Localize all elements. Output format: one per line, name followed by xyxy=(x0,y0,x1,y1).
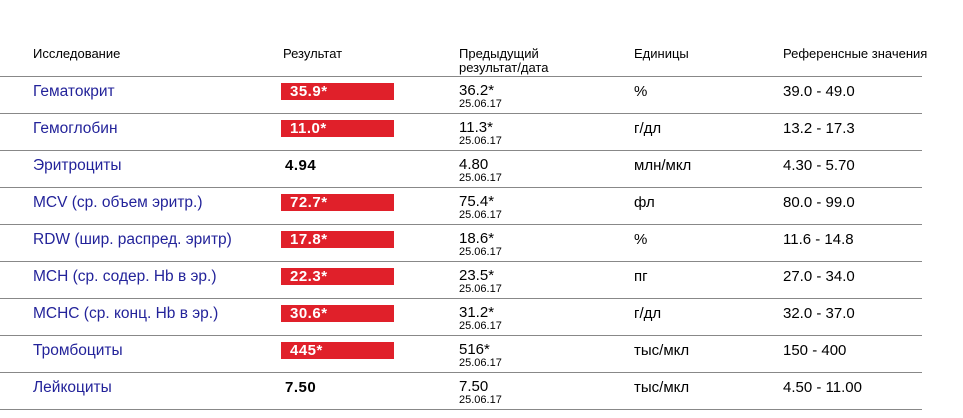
row-divider xyxy=(0,224,922,225)
previous-value: 516* xyxy=(459,341,490,358)
result-value: 4.94 xyxy=(285,157,317,174)
row-divider xyxy=(0,409,922,410)
previous-date: 25.06.17 xyxy=(459,209,502,221)
result-value: 72.7* xyxy=(281,194,394,211)
row-divider xyxy=(0,335,922,336)
reference-range: 11.6 - 14.8 xyxy=(783,231,854,248)
reference-range: 4.50 - 11.00 xyxy=(783,379,862,396)
previous-value: 18.6* xyxy=(459,230,495,247)
header-cell: Исследование xyxy=(33,46,121,61)
previous-value: 7.50 xyxy=(459,378,489,395)
reference-range: 39.0 - 49.0 xyxy=(783,83,855,100)
reference-range: 13.2 - 17.3 xyxy=(783,120,855,137)
row-divider xyxy=(0,113,922,114)
result-value: 11.0* xyxy=(281,120,394,137)
previous-date: 25.06.17 xyxy=(459,320,502,332)
header-cell: Единицы xyxy=(634,46,689,61)
previous-value: 36.2* xyxy=(459,82,495,99)
test-name: MCHC (ср. конц. Hb в эр.) xyxy=(33,305,219,322)
previous-date: 25.06.17 xyxy=(459,135,502,147)
reference-range: 4.30 - 5.70 xyxy=(783,157,855,174)
units: фл xyxy=(634,194,655,211)
row-divider xyxy=(0,76,922,77)
test-name: MCV (ср. объем эритр.) xyxy=(33,194,203,211)
row-divider xyxy=(0,372,922,373)
row-divider xyxy=(0,150,922,151)
units: млн/мкл xyxy=(634,157,692,174)
units: г/дл xyxy=(634,120,662,137)
previous-date: 25.06.17 xyxy=(459,98,502,110)
result-value: 7.50 xyxy=(285,379,317,396)
previous-date: 25.06.17 xyxy=(459,172,502,184)
test-name: Эритроциты xyxy=(33,157,122,174)
previous-date: 25.06.17 xyxy=(459,394,502,406)
test-name: MCH (ср. содер. Hb в эр.) xyxy=(33,268,217,285)
test-name: Лейкоциты xyxy=(33,379,112,396)
row-divider xyxy=(0,187,922,188)
header-cell: Результат xyxy=(283,46,343,61)
reference-range: 80.0 - 99.0 xyxy=(783,194,855,211)
units: г/дл xyxy=(634,305,662,322)
result-value: 17.8* xyxy=(281,231,394,248)
row-divider xyxy=(0,261,922,262)
test-name: RDW (шир. распред. эритр) xyxy=(33,231,232,248)
units: пг xyxy=(634,268,648,285)
result-value: 445* xyxy=(281,342,394,359)
result-value: 30.6* xyxy=(281,305,394,322)
test-name: Гематокрит xyxy=(33,83,115,100)
header-cell: Предыдущий результат/дата xyxy=(459,46,549,75)
row-divider xyxy=(0,298,922,299)
reference-range: 32.0 - 37.0 xyxy=(783,305,855,322)
previous-value: 23.5* xyxy=(459,267,495,284)
result-value: 35.9* xyxy=(281,83,394,100)
units: % xyxy=(634,231,648,248)
previous-value: 4.80 xyxy=(459,156,489,173)
test-name: Тромбоциты xyxy=(33,342,123,359)
reference-range: 27.0 - 34.0 xyxy=(783,268,855,285)
reference-range: 150 - 400 xyxy=(783,342,847,359)
previous-date: 25.06.17 xyxy=(459,246,502,258)
previous-date: 25.06.17 xyxy=(459,283,502,295)
previous-value: 75.4* xyxy=(459,193,495,210)
previous-date: 25.06.17 xyxy=(459,357,502,369)
test-name: Гемоглобин xyxy=(33,120,118,137)
units: тыс/мкл xyxy=(634,342,690,359)
previous-value: 31.2* xyxy=(459,304,495,321)
result-value: 22.3* xyxy=(281,268,394,285)
units: тыс/мкл xyxy=(634,379,690,396)
previous-value: 11.3* xyxy=(459,119,493,136)
header-cell: Референсные значения xyxy=(783,46,928,61)
units: % xyxy=(634,83,648,100)
